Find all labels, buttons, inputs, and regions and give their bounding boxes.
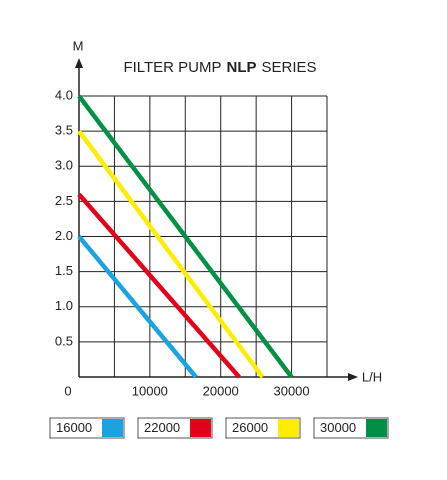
series-line bbox=[77, 129, 265, 379]
x-arrow bbox=[348, 373, 358, 381]
y-tick-label: 0.5 bbox=[55, 333, 73, 348]
legend-label: 26000 bbox=[232, 420, 268, 435]
y-tick-label: 3.0 bbox=[55, 158, 73, 173]
y-tick-label: 3.5 bbox=[55, 123, 73, 138]
series-line bbox=[77, 94, 294, 379]
y-tick-label: 1.5 bbox=[55, 263, 73, 278]
x-tick-label: 30000 bbox=[273, 383, 309, 398]
y-axis-label: M bbox=[73, 38, 84, 53]
legend-label: 16000 bbox=[56, 420, 92, 435]
series-line bbox=[77, 192, 241, 379]
x-tick-label: 10000 bbox=[132, 383, 168, 398]
y-tick-label: 4.0 bbox=[55, 87, 73, 102]
x-tick-label: 20000 bbox=[203, 383, 239, 398]
legend-swatch bbox=[190, 419, 211, 437]
y-tick-label: 1.0 bbox=[55, 298, 73, 313]
legend-swatch bbox=[102, 419, 123, 437]
legend-swatch bbox=[366, 419, 387, 437]
x-tick-label: 0 bbox=[64, 383, 71, 398]
legend-label: 22000 bbox=[144, 420, 180, 435]
legend-swatch bbox=[278, 419, 299, 437]
y-tick-label: 2.0 bbox=[55, 228, 73, 243]
title-bold: NLP bbox=[227, 59, 257, 76]
legend-label: 30000 bbox=[320, 420, 356, 435]
x-axis-label: L/H bbox=[362, 369, 382, 384]
y-arrow bbox=[75, 58, 83, 68]
chart-title: FILTER PUMP NLP SERIES bbox=[123, 59, 316, 76]
series-line bbox=[77, 235, 198, 379]
y-tick-label: 2.5 bbox=[55, 193, 73, 208]
title-part: FILTER PUMP bbox=[123, 59, 221, 76]
title-part: SERIES bbox=[262, 59, 317, 76]
